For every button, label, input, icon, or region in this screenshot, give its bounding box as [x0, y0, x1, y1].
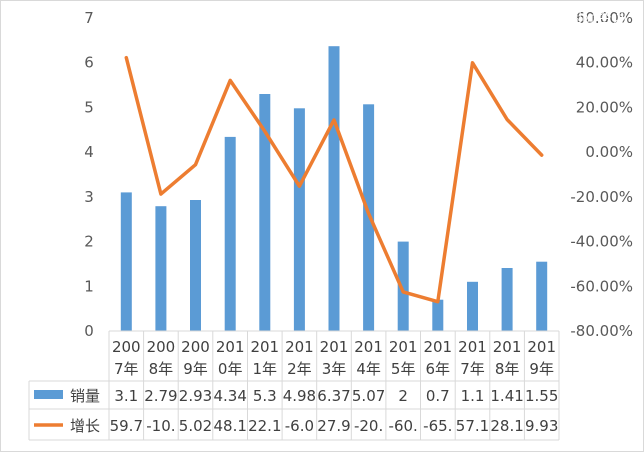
- table-value-growth: -65.: [423, 417, 452, 435]
- table-value-sales: 4.34: [213, 387, 246, 405]
- x-tick-label: 4年: [356, 360, 381, 378]
- x-tick-label: 5年: [391, 360, 416, 378]
- table-value-sales: 0.7: [426, 387, 450, 405]
- y-left-tick-label: 6: [84, 54, 94, 72]
- data-table: 200 7年 200 8年 200 9年 201 0年 201 1年 201 2年 201 3年 201 4年…: [28, 330, 560, 441]
- bar: [120, 192, 132, 331]
- bar: [536, 261, 548, 331]
- bar: [190, 200, 201, 331]
- x-tick-label: 9年: [183, 360, 208, 378]
- bar: [501, 268, 513, 331]
- left-axis: 0 1 2 3 4 5 6 7: [84, 9, 94, 340]
- right-axis: -80.00% -60.00% -40.00% -20.00% 0.00% 20.00% 4…: [570, 9, 633, 340]
- table-value-sales: 5.07: [352, 387, 385, 405]
- bar: [293, 108, 305, 331]
- table-value-growth: -6.0: [285, 417, 314, 435]
- bar: [328, 46, 340, 331]
- x-tick-label: 201: [527, 338, 556, 356]
- bar: [397, 241, 409, 331]
- x-tick-label: 201: [389, 338, 418, 356]
- line-series-group: [124, 55, 544, 304]
- bar: [432, 299, 444, 331]
- x-tick-label: 8年: [149, 360, 174, 378]
- table-value-growth: 48.1: [213, 417, 246, 435]
- y-left-tick-label: 5: [84, 98, 94, 116]
- x-tick-label: 9年: [529, 360, 554, 378]
- x-tick-label: 201: [216, 338, 245, 356]
- x-tick-label: 0年: [218, 360, 243, 378]
- x-tick-label: 201: [458, 338, 487, 356]
- y-left-tick-label: 4: [84, 143, 94, 161]
- legend-swatch-sales: [34, 390, 63, 399]
- table-value-sales: 4.98: [283, 387, 316, 405]
- table-value-growth: 27.9: [317, 417, 350, 435]
- y-left-tick-label: 1: [84, 277, 94, 295]
- y-left-tick-label: 2: [84, 233, 94, 251]
- table-value-sales: 5.3: [253, 387, 277, 405]
- bar: [155, 206, 167, 331]
- x-tick-label: 3年: [322, 360, 347, 378]
- table-value-sales: 1.1: [461, 387, 485, 405]
- x-tick-label: 6年: [426, 360, 451, 378]
- x-tick-label: 201: [354, 338, 383, 356]
- table-value-sales: 2.79: [144, 387, 177, 405]
- y-right-tick-label: 40.00%: [576, 54, 633, 72]
- x-tick-label: 1年: [253, 360, 278, 378]
- x-tick-label: 7年: [460, 360, 485, 378]
- table-value-growth: 59.7: [110, 417, 143, 435]
- y-right-tick-label: 0.00%: [585, 143, 633, 161]
- table-value-sales: 6.37: [317, 387, 350, 405]
- table-value-sales: 1.55: [525, 387, 558, 405]
- y-right-tick-label: -20.00%: [570, 188, 633, 206]
- x-tick-label: 201: [250, 338, 279, 356]
- table-value-growth: -20.: [354, 417, 383, 435]
- x-tick-label: 201: [320, 338, 349, 356]
- table-value-growth: 57.1: [456, 417, 489, 435]
- bar: [259, 94, 271, 331]
- table-value-sales: 2: [398, 387, 408, 405]
- table-value-sales: 2.93: [179, 387, 212, 405]
- x-tick-label: 200: [112, 338, 141, 356]
- table-value-growth: 28.1: [490, 417, 523, 435]
- table-value-growth: 5.02: [179, 417, 212, 435]
- x-tick-label: 201: [285, 338, 314, 356]
- table-value-sales: 3.1: [114, 387, 138, 405]
- x-tick-label: 8年: [495, 360, 520, 378]
- watermark-text: 搜狐号@中金企信国际咨询: [447, 8, 627, 26]
- x-tick-label: 200: [181, 338, 210, 356]
- table-value-growth: 22.1: [248, 417, 281, 435]
- bar: [467, 281, 478, 331]
- table-value-growth: 9.93: [525, 417, 558, 435]
- x-tick-label: 200: [147, 338, 176, 356]
- bar: [224, 136, 236, 331]
- table-value-growth: -10.: [146, 417, 175, 435]
- growth-line: [124, 55, 544, 304]
- table-value-sales: 1.41: [490, 387, 523, 405]
- y-right-tick-label: -60.00%: [570, 277, 633, 295]
- y-left-tick-label: 3: [84, 188, 94, 206]
- x-tick-label: 201: [493, 338, 522, 356]
- table-value-growth: -60.: [389, 417, 418, 435]
- y-right-tick-label: 20.00%: [576, 98, 633, 116]
- x-tick-label: 201: [423, 338, 452, 356]
- legend-label-sales: 销量: [70, 387, 100, 405]
- legend-label-growth: 增长: [70, 417, 100, 435]
- y-right-tick-label: -40.00%: [570, 233, 633, 251]
- y-right-tick-label: 60.00%: [576, 9, 633, 27]
- y-left-tick-label: 0: [84, 322, 94, 340]
- x-tick-label: 7年: [114, 360, 139, 378]
- y-left-tick-label: 7: [84, 9, 94, 27]
- y-right-tick-label: -80.00%: [570, 322, 633, 340]
- x-tick-label: 2年: [287, 360, 312, 378]
